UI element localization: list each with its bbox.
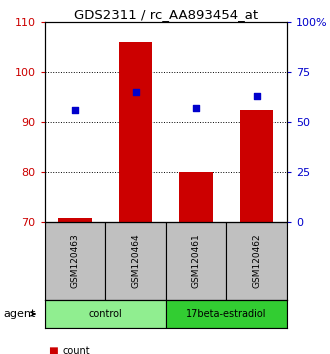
Point: [133, 89, 138, 95]
Text: GSM120464: GSM120464: [131, 234, 140, 288]
Point: [193, 105, 199, 111]
Bar: [166, 222, 226, 300]
Text: GSM120461: GSM120461: [192, 234, 201, 289]
Bar: [240, 109, 274, 222]
Bar: [166, 300, 287, 328]
Text: 17beta-estradiol: 17beta-estradiol: [186, 309, 267, 319]
Point: [72, 107, 78, 113]
Bar: [58, 218, 91, 222]
Bar: [45, 300, 166, 328]
Point: [254, 93, 259, 99]
Text: GSM120463: GSM120463: [70, 234, 80, 289]
Text: control: control: [88, 309, 122, 319]
Bar: [119, 42, 152, 222]
Bar: [105, 222, 166, 300]
Text: ■: ■: [48, 346, 58, 354]
Text: GSM120462: GSM120462: [252, 234, 261, 288]
Bar: [226, 222, 287, 300]
FancyArrowPatch shape: [31, 312, 35, 316]
Bar: [180, 172, 213, 222]
Text: count: count: [63, 346, 90, 354]
Title: GDS2311 / rc_AA893454_at: GDS2311 / rc_AA893454_at: [74, 8, 258, 21]
Text: agent: agent: [3, 309, 36, 319]
Bar: [45, 222, 105, 300]
